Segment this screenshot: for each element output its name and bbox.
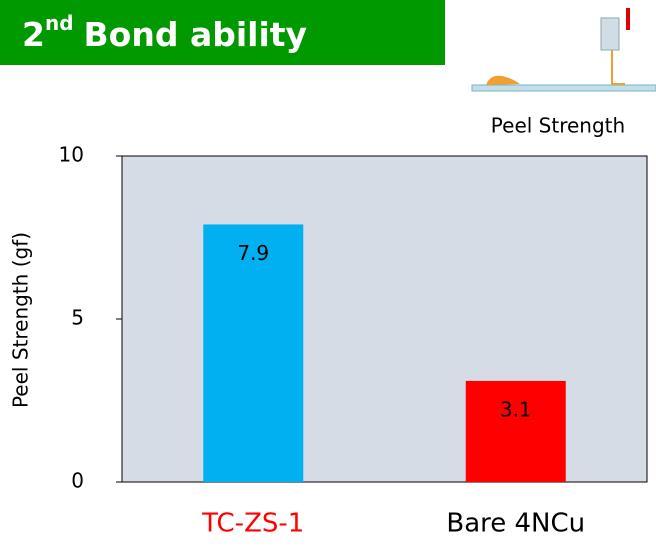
hook	[601, 18, 619, 50]
value-label: 7.9	[237, 241, 269, 265]
slide: 2nd Bond ability Peel Strength 0 5 10 7.9 TC-…	[0, 0, 656, 544]
y-tick-label: 0	[71, 469, 84, 493]
title-superscript: nd	[45, 11, 74, 35]
title-text: Bond ability	[84, 15, 308, 54]
wire	[612, 50, 625, 84]
x-tick-label: TC-ZS-1	[201, 509, 304, 539]
y-axis-label: Peel Strength (gf)	[9, 232, 33, 408]
peel-diagram	[472, 8, 656, 91]
plot-background	[122, 156, 647, 482]
bond-ball	[486, 76, 520, 85]
value-label: 3.1	[500, 397, 532, 421]
bar	[466, 381, 566, 482]
y-tick-label: 5	[71, 306, 84, 330]
title-number: 2	[22, 15, 45, 54]
annotation: Peel Strength	[491, 114, 625, 138]
plot-area: 0 5 10 7.9 TC-ZS-1 3.1 Bare 4NCu	[59, 143, 647, 539]
pull-arrow	[626, 8, 630, 30]
x-tick-label: Bare 4NCu	[446, 509, 585, 539]
y-tick-label: 10	[59, 143, 84, 167]
substrate	[472, 85, 656, 91]
